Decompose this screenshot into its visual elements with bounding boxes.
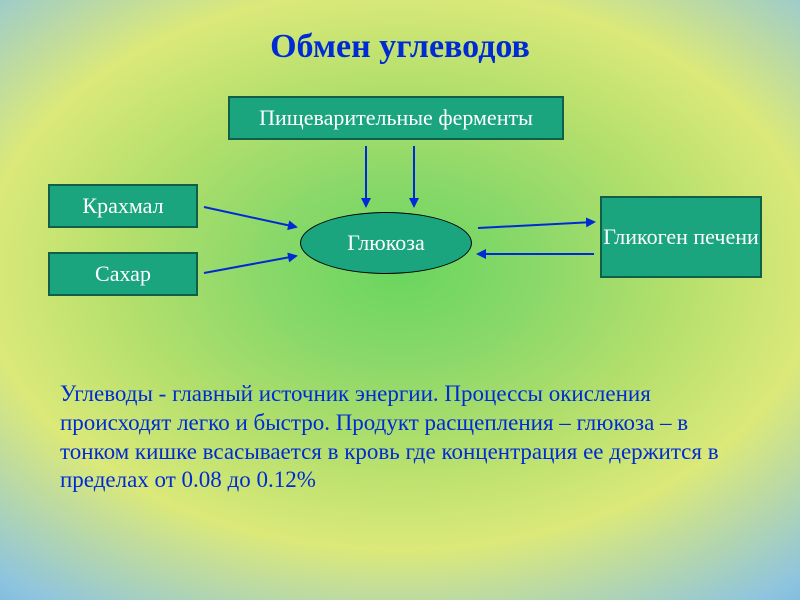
node-enzymes: Пищеварительные ферменты xyxy=(228,96,564,140)
node-starch: Крахмал xyxy=(48,184,198,228)
node-glucose: Глюкоза xyxy=(300,212,472,274)
slide-root: Обмен углеводов Пищеварительные ферменты… xyxy=(0,0,800,600)
description-text: Углеводы - главный источник энергии. Про… xyxy=(60,380,740,495)
node-sugar: Сахар xyxy=(48,252,198,296)
node-glycogen: Гликоген печени xyxy=(600,196,762,278)
slide-title: Обмен углеводов xyxy=(0,28,800,66)
arrows-layer xyxy=(0,0,800,600)
